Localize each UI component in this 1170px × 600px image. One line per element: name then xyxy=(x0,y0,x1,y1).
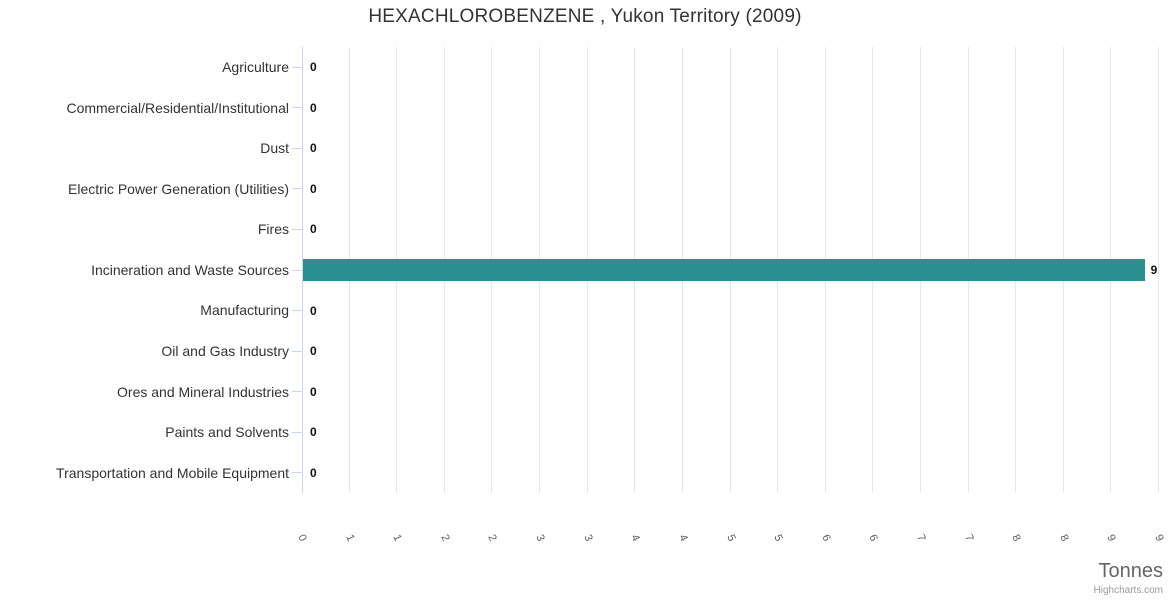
chart-title: HEXACHLOROBENZENE , Yukon Territory (200… xyxy=(368,6,802,27)
category-axis-tick xyxy=(292,310,303,312)
x-tick-label: 2 xyxy=(485,532,500,544)
x-tick-label: 4 xyxy=(628,532,642,544)
category-label: Transportation and Mobile Equipment xyxy=(56,464,289,481)
y-axis-labels: Agriculture Commercial/Residential/Instit… xyxy=(0,47,289,493)
category-axis-tick xyxy=(292,228,303,230)
category-label: Agriculture xyxy=(222,59,289,76)
x-tick-label: 2 xyxy=(438,532,452,544)
x-tick-label: 3 xyxy=(580,532,595,544)
data-label: 0 xyxy=(310,181,317,196)
data-label: 0 xyxy=(310,344,317,359)
category-axis-tick xyxy=(292,350,303,352)
category-axis-line xyxy=(302,47,303,493)
category-axis-tick xyxy=(292,107,303,109)
plot-area: 0 0 0 0 0 9 0 0 0 0 0 xyxy=(302,47,1159,493)
x-tick-label: 7 xyxy=(961,532,976,544)
category-label: Manufacturing xyxy=(200,302,289,319)
x-tick-label: 9 xyxy=(1152,532,1166,544)
x-tick-label: 6 xyxy=(866,532,881,544)
category-axis-tick xyxy=(292,472,303,474)
category-label: Oil and Gas Industry xyxy=(161,342,289,359)
category-label: Fires xyxy=(257,221,289,238)
category-axis-tick xyxy=(292,188,303,190)
x-tick-label: 7 xyxy=(914,532,928,544)
x-tick-label: 1 xyxy=(390,532,404,544)
data-label: 0 xyxy=(310,100,317,115)
x-tick-label: 5 xyxy=(771,532,785,544)
data-label: 0 xyxy=(310,465,317,480)
x-tick-label: 0 xyxy=(295,532,309,544)
data-label: 9 xyxy=(1150,263,1158,277)
category-label: Ores and Mineral Industries xyxy=(117,383,289,400)
x-tick-label: 8 xyxy=(1009,532,1023,544)
category-label: Paints and Solvents xyxy=(165,424,289,441)
x-tick-label: 9 xyxy=(1104,532,1119,544)
category-axis-tick xyxy=(292,66,303,68)
category-axis-tick xyxy=(292,269,303,271)
x-tick-label: 5 xyxy=(723,532,738,544)
x-axis-title: Tonnes xyxy=(1098,560,1164,582)
x-tick-label: 1 xyxy=(342,532,357,544)
category-axis-tick xyxy=(292,431,303,433)
x-tick-label: 6 xyxy=(818,532,833,544)
data-label: 0 xyxy=(310,303,317,318)
category-label: Electric Power Generation (Utilities) xyxy=(68,180,289,197)
data-label: 0 xyxy=(310,222,317,237)
x-tick-label: 4 xyxy=(676,532,690,544)
category-axis-tick xyxy=(292,147,303,149)
data-label: 0 xyxy=(310,60,317,75)
data-label: 0 xyxy=(310,141,317,156)
data-label: 0 xyxy=(310,384,317,399)
category-label: Incineration and Waste Sources xyxy=(91,261,289,278)
category-label: Commercial/Residential/Institutional xyxy=(66,99,289,116)
credits-link[interactable]: Highcharts.com xyxy=(1093,585,1163,596)
y-axis-ticks xyxy=(292,47,303,493)
category-label: Dust xyxy=(260,140,289,157)
category-axis-tick xyxy=(292,391,303,393)
x-tick-label: 3 xyxy=(533,532,547,544)
x-tick-label: 8 xyxy=(1057,532,1071,544)
x-axis-labels: 0 1 1 2 2 3 3 4 4 5 5 6 6 7 7 8 8 9 9 xyxy=(295,533,1165,568)
bar-incineration-and-waste-sources[interactable] xyxy=(303,259,1145,281)
data-label: 0 xyxy=(310,425,317,440)
gridline xyxy=(1158,47,1159,493)
